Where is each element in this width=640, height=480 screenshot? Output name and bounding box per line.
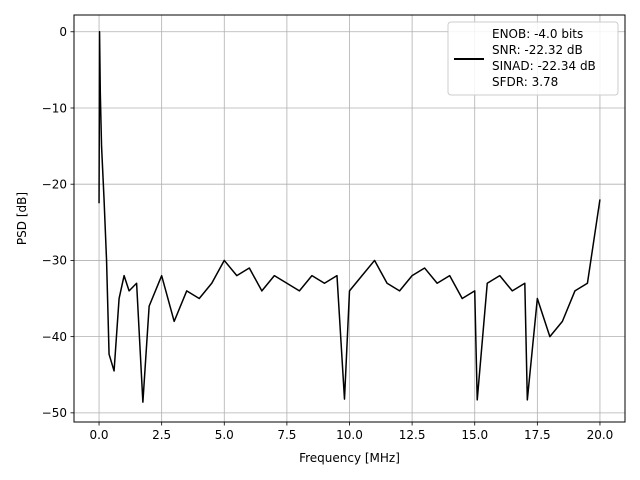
x-tick-label: 0.0	[89, 428, 108, 442]
legend-entry-sfdr: SFDR: 3.78	[492, 75, 558, 89]
y-tick-label: −30	[42, 254, 67, 268]
series-layer	[98, 31, 601, 403]
legend-box	[447, 21, 619, 96]
x-tick-label: 7.5	[277, 428, 296, 442]
legend-entry-sinad: SINAD: -22.34 dB	[492, 59, 596, 73]
y-tick-label: −10	[42, 101, 67, 115]
psd-series-line	[98, 31, 601, 403]
y-axis-label: PSD [dB]	[15, 192, 29, 245]
x-tick-label: 20.0	[587, 428, 614, 442]
y-tick-label: −20	[42, 178, 67, 192]
x-axis-label: Frequency [MHz]	[299, 451, 400, 465]
x-tick-label: 15.0	[461, 428, 488, 442]
x-tick-label: 2.5	[152, 428, 171, 442]
y-axis-ticks: 0 −10 −20 −30 −40 −50	[42, 25, 74, 420]
legend-entry-snr: SNR: -22.32 dB	[492, 43, 583, 57]
y-tick-label: 0	[59, 25, 67, 39]
legend: ENOB: -4.0 bits SNR: -22.32 dB SINAD: -2…	[447, 21, 619, 96]
x-tick-label: 17.5	[524, 428, 551, 442]
legend-entry-enob: ENOB: -4.0 bits	[492, 27, 583, 41]
x-axis-ticks: 0.0 2.5 5.0 7.5 10.0 12.5 15.0 17.5 20.0	[89, 422, 613, 442]
y-tick-label: −40	[42, 330, 67, 344]
y-tick-label: −50	[42, 406, 67, 420]
x-tick-label: 12.5	[399, 428, 426, 442]
x-tick-label: 10.0	[336, 428, 363, 442]
x-tick-label: 5.0	[215, 428, 234, 442]
